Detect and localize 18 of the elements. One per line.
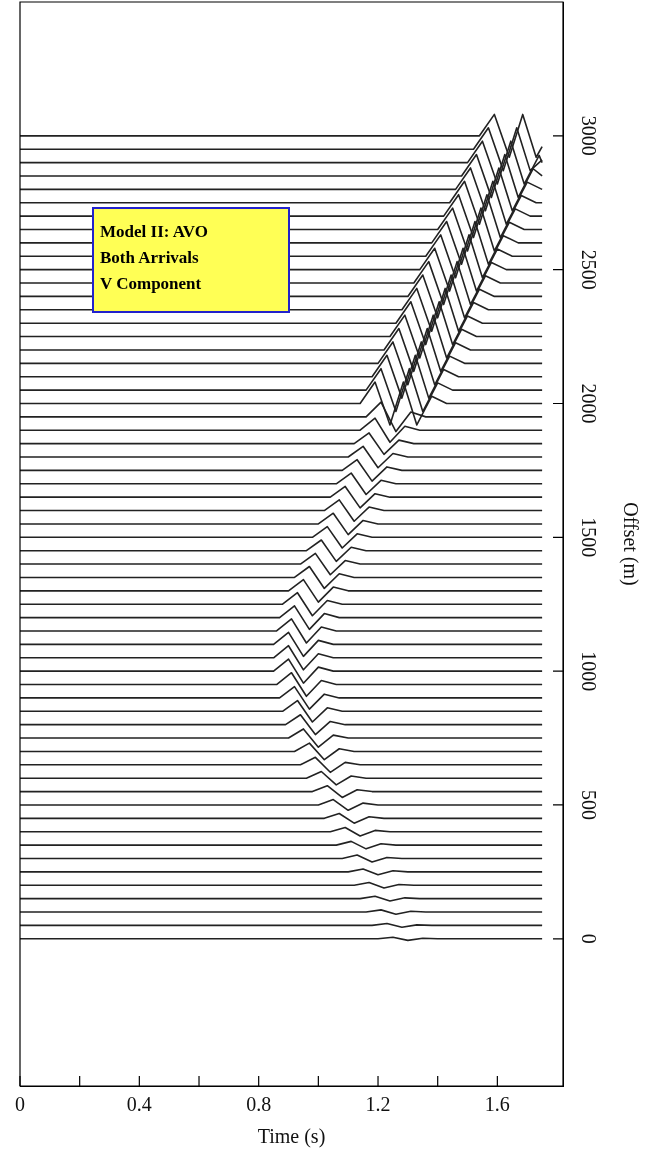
y-tick-label: 3000 [577, 115, 600, 156]
y-tick-label: 0 [577, 933, 600, 944]
y-axis-title: Offset (m) [618, 502, 642, 586]
x-tick-label: 0 [15, 1093, 25, 1116]
annotation: Model II: AVO [100, 221, 209, 243]
x-tick-label: 0.4 [126, 1093, 152, 1116]
y-tick-label: 2000 [577, 383, 600, 424]
x-tick-label: 1.6 [484, 1093, 510, 1116]
x-axis-title: Time (s) [257, 1125, 326, 1149]
annotation: Both Arrivals [100, 247, 200, 269]
y-tick-label: 1000 [577, 651, 600, 692]
x-tick-label: 1.2 [365, 1093, 391, 1116]
y-tick-label: 500 [577, 789, 600, 820]
note-box: Model II: AVO Both Arrivals V Component [92, 207, 290, 313]
x-tick-label: 0.8 [246, 1093, 272, 1116]
y-tick-label: 1500 [577, 517, 600, 558]
y-tick-label: 2500 [577, 249, 600, 290]
annotation: V Component [100, 273, 203, 295]
